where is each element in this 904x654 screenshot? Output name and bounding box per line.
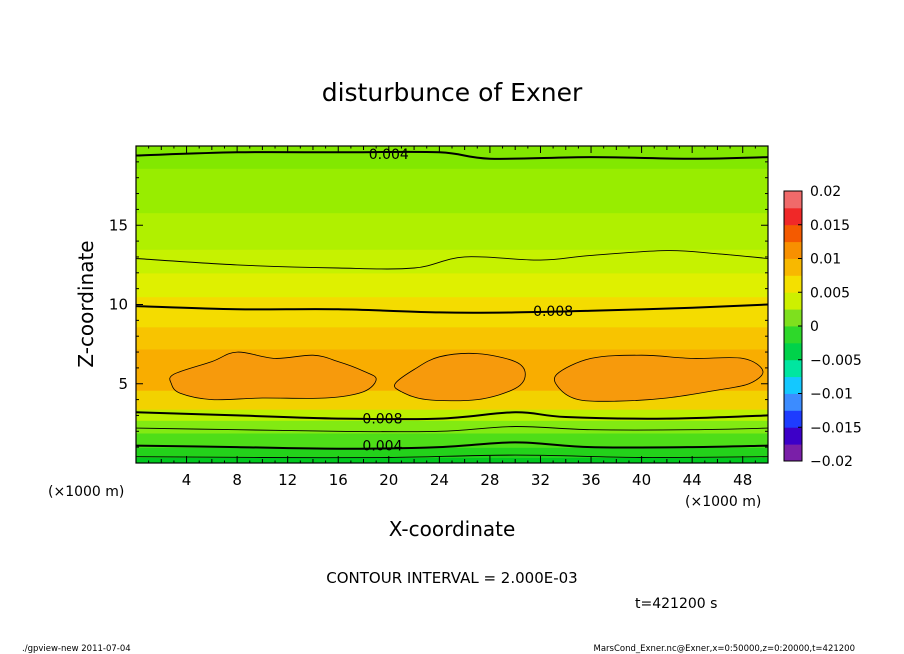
x-tick-label: 28 (480, 471, 499, 489)
colorbar-label: 0.02 (810, 184, 841, 200)
x-tick-label: 44 (683, 471, 702, 489)
colorbar-swatch (784, 309, 802, 327)
colorbar-label: −0.02 (810, 454, 853, 470)
colorbar: 0.02 0.015 0.01 0.005 0 −0.005 −0.01 −0.015 −0.0… (783, 184, 862, 470)
colorbar-label: −0.015 (810, 420, 862, 436)
contour-labels: 0.004 0.008 0.008 0.004 (362, 147, 573, 455)
x-tick-label: 8 (232, 471, 242, 489)
field-band (136, 272, 768, 298)
contour-label: 0.008 (533, 304, 573, 320)
field-band (136, 249, 768, 274)
footer-left: ./gpview-new 2011-07-04 (22, 644, 131, 654)
x-axis-ticks: 4 8 12 16 20 24 28 32 36 40 44 48 (135, 146, 769, 489)
contour-line (136, 454, 768, 459)
contour-label: 0.004 (362, 439, 402, 455)
contour-line (136, 303, 768, 314)
colorbar-swatch (784, 410, 802, 428)
contour-line (136, 250, 768, 270)
contour-line (136, 150, 768, 160)
field-band (136, 409, 768, 421)
colorbar-swatch (784, 359, 802, 378)
y-tick-label: 10 (109, 296, 128, 314)
y-tick-label: 15 (109, 216, 128, 234)
colorbar-swatch (784, 444, 802, 462)
field-band (136, 432, 768, 448)
contour-interval-note: CONTOUR INTERVAL = 2.000E-03 (326, 569, 577, 587)
field-band (136, 146, 768, 169)
contour-label: 0.008 (362, 412, 402, 428)
colorbar-swatch (784, 292, 802, 310)
x-tick-label: 4 (182, 471, 192, 489)
colorbar-label: −0.01 (810, 387, 853, 403)
contour-line (136, 426, 768, 433)
field-band (136, 420, 768, 434)
contour-loop (394, 352, 526, 402)
y-axis-ticks: 5 10 15 (109, 145, 768, 464)
colorbar-label: 0.01 (810, 252, 841, 268)
x-tick-label: 16 (329, 471, 348, 489)
x-axis-unit-right: (×1000 m) (685, 494, 761, 510)
colorbar-swatch (784, 191, 802, 209)
colorbar-swatch (784, 224, 802, 243)
field-band (136, 212, 768, 250)
contour-line (136, 411, 768, 421)
footer-right: MarsCond_Exner.nc@Exner,x=0:50000,z=0:20… (593, 644, 855, 654)
chart-title: disturbunce of Exner (322, 78, 583, 107)
contour-label: 0.004 (369, 147, 409, 163)
x-tick-label: 40 (632, 471, 651, 489)
x-axis-unit-left: (×1000 m) (48, 484, 124, 500)
colorbar-swatch (784, 393, 802, 411)
y-tick-label: 5 (118, 375, 128, 393)
colorbar-swatch (784, 275, 802, 293)
contour-line (136, 441, 768, 450)
colorbar-swatch (784, 241, 802, 259)
high-pressure-cells (169, 351, 764, 402)
contour-loop (554, 354, 764, 402)
colorbar-swatch (784, 376, 802, 394)
contour-lines (136, 150, 768, 459)
colorbar-label: 0 (810, 319, 819, 335)
colorbar-swatch (784, 258, 802, 276)
contour-loop (169, 351, 377, 401)
colorbar-label: 0.015 (810, 218, 850, 234)
x-tick-label: 36 (581, 471, 600, 489)
field-band (136, 447, 768, 458)
field-band (136, 326, 768, 350)
time-label: t=421200 s (635, 596, 717, 612)
field-band (136, 457, 768, 463)
colorbar-swatch (784, 427, 802, 445)
colorbar-swatch (784, 342, 802, 361)
x-tick-label: 48 (733, 471, 752, 489)
colorbar-label: 0.005 (810, 285, 850, 301)
y-axis-label: Z-coordinate (74, 240, 98, 367)
colorbar-label: −0.005 (810, 353, 862, 369)
field-band (136, 168, 768, 214)
colorbar-swatch (784, 207, 802, 226)
colorbar-swatch (784, 326, 802, 344)
x-tick-label: 20 (379, 471, 398, 489)
x-tick-label: 24 (430, 471, 449, 489)
x-tick-label: 32 (531, 471, 550, 489)
x-tick-label: 12 (278, 471, 297, 489)
x-axis-label: X-coordinate (389, 517, 516, 541)
